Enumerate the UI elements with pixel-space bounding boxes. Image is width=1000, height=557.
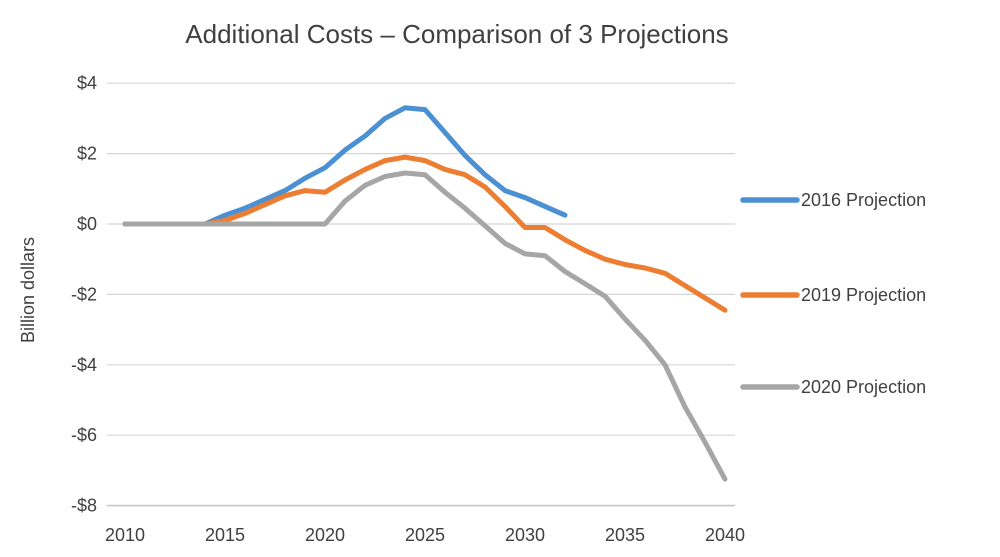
y-tick-label: -$6 [71, 425, 97, 445]
series-line-2020-projection [122, 170, 728, 482]
x-tick-label: 2030 [505, 525, 545, 545]
legend-label-2016-projection: 2016 Projection [801, 190, 926, 210]
x-tick-label: 2015 [205, 525, 245, 545]
series-line-2016-projection [122, 105, 568, 227]
legend-item-2020-projection: 2020 Projection [740, 377, 926, 397]
x-tick-label: 2020 [305, 525, 345, 545]
y-tick-label: -$2 [71, 284, 97, 304]
x-tick-label: 2010 [105, 525, 145, 545]
x-axis-tick-labels: 2010 2015 2020 2025 2030 2035 2040 [105, 525, 745, 545]
y-axis-title: Billion dollars [18, 237, 38, 343]
legend-item-2019-projection: 2019 Projection [740, 285, 926, 305]
y-tick-label: $0 [77, 214, 97, 234]
legend-label-2020-projection: 2020 Projection [801, 377, 926, 397]
legend-label-2019-projection: 2019 Projection [801, 285, 926, 305]
x-tick-label: 2040 [705, 525, 745, 545]
y-tick-label: $4 [77, 73, 97, 93]
y-axis-tick-labels: $4 $2 $0 -$2 -$4 -$6 -$8 [71, 73, 97, 515]
series-line-2019-projection [122, 154, 728, 313]
y-tick-label: $2 [77, 144, 97, 164]
y-tick-label: -$8 [71, 496, 97, 516]
legend: 2016 Projection 2019 Projection 2020 Proje… [740, 190, 926, 397]
x-tick-label: 2025 [405, 525, 445, 545]
gridlines [107, 82, 735, 507]
chart-title: Additional Costs – Comparison of 3 Proje… [185, 19, 728, 49]
x-tick-label: 2035 [605, 525, 645, 545]
y-tick-label: -$4 [71, 355, 97, 375]
legend-item-2016-projection: 2016 Projection [740, 190, 926, 210]
